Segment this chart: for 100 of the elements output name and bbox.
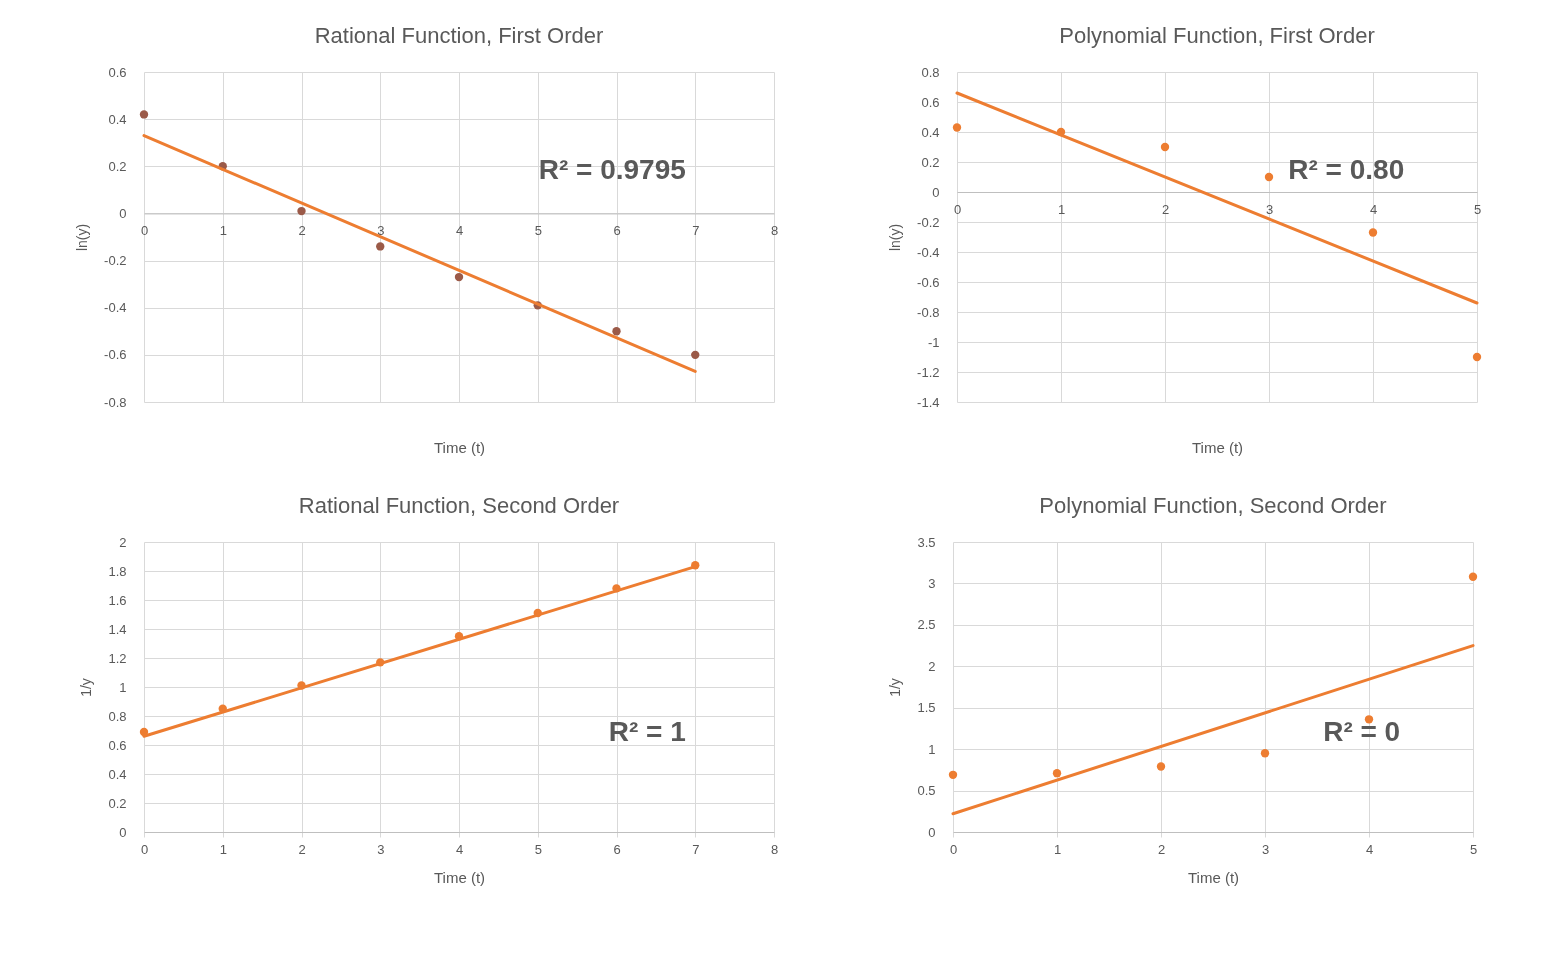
y-tick-label: -1.2 [917, 364, 940, 380]
y-axis-title: 1/y [887, 678, 904, 697]
y-tick-label: 0.4 [921, 124, 940, 140]
y-axis-title: 1/y [78, 678, 95, 697]
y-tick-label: 0.4 [108, 111, 127, 127]
y-tick-label: 1 [928, 741, 936, 757]
x-tick-label: 6 [613, 841, 621, 857]
x-axis-title: Time (t) [1191, 438, 1244, 456]
x-axis-title: Time (t) [433, 438, 486, 456]
chart-title: Polynomial Function, First Order [1059, 23, 1375, 48]
point [1368, 228, 1378, 237]
x-axis-title: Time (t) [433, 868, 486, 886]
y-tick-label: -0.8 [917, 304, 940, 320]
y-tick-label: 2 [928, 658, 936, 674]
y-tick-label: 0.6 [108, 64, 127, 80]
y-tick-label: 3.5 [917, 534, 936, 550]
x-tick-label: 5 [534, 841, 542, 857]
x-tick-label: 2 [298, 222, 306, 238]
x-tick-label: 2 [1161, 201, 1170, 217]
point [139, 110, 149, 119]
x-tick-label: 0 [953, 201, 962, 217]
y-tick-label: 1 [119, 679, 127, 695]
annotation: R² = 0.9795 [538, 154, 686, 185]
y-axis-title: ln(y) [887, 223, 904, 252]
point [1156, 762, 1166, 771]
x-tick-label: 4 [455, 841, 464, 857]
x-tick-label: 5 [1469, 841, 1478, 857]
x-tick-label: 1 [219, 841, 227, 857]
point [1052, 769, 1062, 778]
x-tick-label: 4 [455, 222, 464, 238]
y-tick-label: -0.2 [917, 214, 940, 230]
x-tick-label: 8 [770, 222, 779, 238]
y-tick-label: -0.6 [104, 347, 127, 363]
y-tick-label: -1.4 [917, 394, 940, 410]
x-tick-label: 5 [1473, 201, 1482, 217]
y-tick-label: 0 [119, 824, 127, 840]
y-tick-label: 0.2 [108, 158, 127, 174]
chart-title: Rational Function, Second Order [298, 493, 620, 518]
y-tick-label: 2.5 [917, 617, 936, 633]
chart-title: Rational Function, First Order [314, 23, 604, 48]
y-tick-label: 1.5 [917, 700, 936, 716]
y-axis-title: ln(y) [74, 223, 91, 252]
y-tick-label: 3 [928, 575, 936, 591]
x-tick-label: 1 [1053, 841, 1062, 857]
annotation: R² = 0 [1323, 716, 1401, 748]
y-tick-label: 1.4 [108, 621, 127, 637]
point [612, 327, 621, 336]
y-tick-label: 0.2 [108, 795, 127, 811]
point [1264, 172, 1274, 182]
point [454, 272, 464, 282]
point [1472, 352, 1482, 362]
y-tick-label: -1 [927, 334, 940, 350]
y-tick-label: 0.2 [921, 154, 940, 170]
x-tick-label: 4 [1369, 201, 1378, 217]
y-tick-label: 0 [932, 184, 940, 200]
point [1468, 572, 1478, 581]
y-tick-label: 1.6 [108, 592, 127, 608]
point [1364, 715, 1374, 724]
x-tick-label: 7 [692, 841, 700, 857]
x-tick-label: 3 [1265, 201, 1274, 217]
y-tick-label: 0.8 [921, 64, 940, 80]
point [952, 123, 962, 132]
annotation: R² = 0.80 [1288, 154, 1405, 185]
x-tick-label: 4 [1365, 841, 1374, 857]
x-tick-label: 3 [377, 222, 385, 238]
y-tick-label: -0.6 [917, 274, 940, 290]
point [1260, 749, 1270, 758]
y-tick-label: 0.4 [108, 766, 127, 782]
chart-title: Polynomial Function, Second Order [1039, 493, 1387, 518]
point [948, 770, 958, 779]
x-tick-label: 3 [1261, 841, 1270, 857]
x-tick-label: 7 [692, 222, 700, 238]
point [297, 206, 306, 216]
y-tick-label: 0.6 [921, 94, 940, 110]
x-tick-label: 1 [219, 222, 227, 238]
x-tick-label: 6 [613, 222, 621, 238]
x-tick-label: 1 [1057, 201, 1066, 217]
y-tick-label: 0.6 [108, 737, 127, 753]
x-tick-label: 2 [298, 841, 306, 857]
y-tick-label: -0.4 [104, 300, 127, 316]
point [376, 242, 385, 251]
x-tick-label: 5 [534, 222, 542, 238]
y-tick-label: -0.8 [104, 394, 127, 410]
y-tick-label: -0.2 [104, 253, 127, 269]
x-axis-title: Time (t) [1187, 868, 1240, 886]
x-tick-label: 8 [770, 841, 779, 857]
y-tick-label: 0.5 [917, 783, 936, 799]
y-tick-label: 0.8 [108, 708, 127, 724]
annotation: R² = 1 [608, 716, 686, 748]
y-tick-label: -0.4 [917, 244, 940, 260]
y-tick-label: 2 [119, 534, 127, 550]
y-tick-label: 0 [928, 824, 936, 840]
x-tick-label: 0 [140, 222, 149, 238]
y-tick-label: 1.2 [108, 650, 127, 666]
x-tick-label: 2 [1157, 841, 1166, 857]
point [691, 350, 700, 360]
x-tick-label: 0 [949, 841, 958, 857]
y-tick-label: 1.8 [108, 563, 127, 579]
x-tick-label: 0 [140, 841, 149, 857]
point [1160, 142, 1170, 152]
